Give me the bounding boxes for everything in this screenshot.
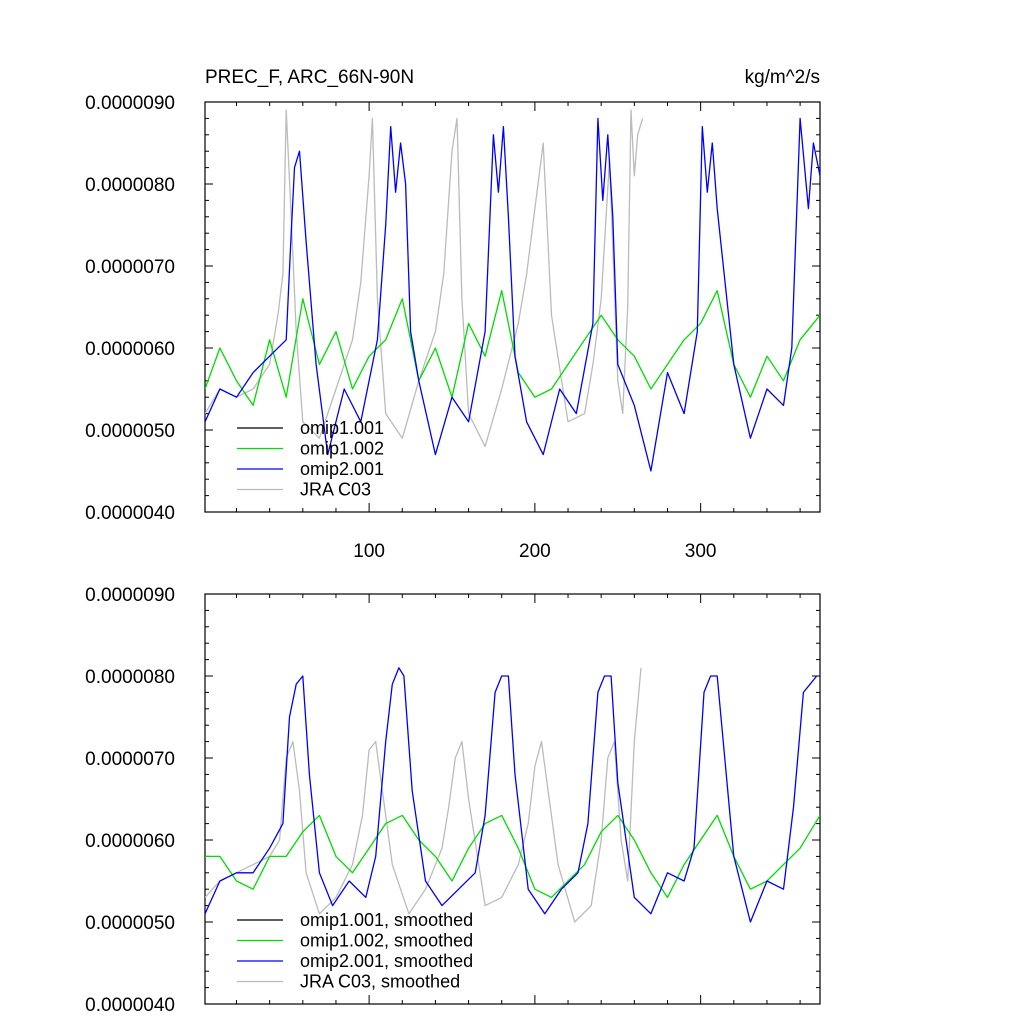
legend-label: omip1.001 xyxy=(300,418,384,438)
series-line-omip1-002 xyxy=(205,289,820,407)
x-tick-label: 100 xyxy=(353,541,385,562)
y-tick-label: 0.0000060 xyxy=(85,339,175,360)
y-tick-label: 0.0000050 xyxy=(85,913,175,934)
plot-frame xyxy=(204,101,821,513)
legend-label: JRA C03, smoothed xyxy=(300,972,460,992)
y-tick-label: 0.0000060 xyxy=(85,831,175,852)
y-tick-label: 0.0000070 xyxy=(85,749,175,770)
y-tick-label: 0.0000090 xyxy=(85,93,175,114)
series-line-omip2-001 xyxy=(205,117,820,472)
legend-label: JRA C03 xyxy=(300,480,371,500)
bottom-panel: 0.0000040 0.0000050 0.0000060 0.0000070 0.00… xyxy=(85,585,821,1016)
legend-label: omip2.001 xyxy=(300,459,384,479)
chart-title: PREC_F, ARC_66N-90N xyxy=(205,67,414,88)
x-tick-label: 300 xyxy=(685,541,717,562)
legend-label: omip1.002 xyxy=(300,439,384,459)
y-tick-label: 0.0000080 xyxy=(85,667,175,688)
series-line-jra-c03-smoothed xyxy=(205,667,642,923)
y-tick-label: 0.0000040 xyxy=(85,995,175,1016)
y-tick-label: 0.0000050 xyxy=(85,421,175,442)
legend-label: omip2.001, smoothed xyxy=(300,951,473,971)
legend-label: omip1.002, smoothed xyxy=(300,931,473,951)
y-tick-label: 0.0000070 xyxy=(85,257,175,278)
y-tick-label: 0.0000040 xyxy=(85,503,175,524)
series-line-jra-c03 xyxy=(205,109,644,448)
series-line-omip2-001-smoothed xyxy=(205,667,818,923)
y-tick-label: 0.0000090 xyxy=(85,585,175,606)
plot-frame xyxy=(204,593,821,1005)
series-line-omip1-002-smoothed xyxy=(205,814,820,899)
chart-units: kg/m^2/s xyxy=(745,67,820,88)
top-panel: 0.0000040 0.0000050 0.0000060 0.0000070 0.00… xyxy=(85,93,821,562)
legend-label: omip1.001, smoothed xyxy=(300,910,473,930)
y-tick-label: 0.0000080 xyxy=(85,175,175,196)
x-tick-label: 200 xyxy=(519,541,551,562)
